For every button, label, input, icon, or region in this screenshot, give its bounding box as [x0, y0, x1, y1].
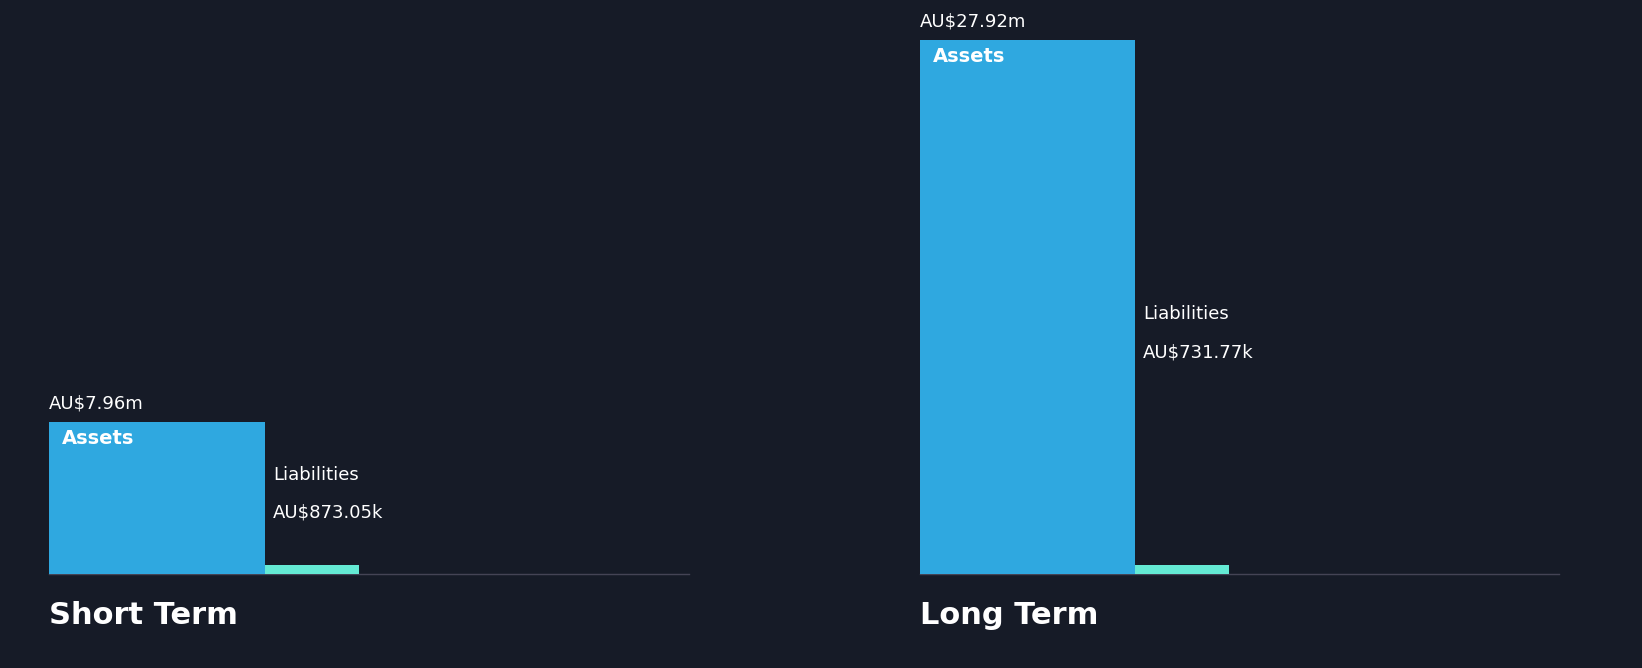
Text: AU$7.96m: AU$7.96m: [49, 394, 144, 412]
Text: Liabilities: Liabilities: [1143, 305, 1228, 323]
Text: Assets: Assets: [933, 47, 1005, 65]
Text: Short Term: Short Term: [49, 601, 238, 630]
Text: Liabilities: Liabilities: [273, 466, 358, 484]
Text: AU$731.77k: AU$731.77k: [1143, 343, 1254, 361]
FancyBboxPatch shape: [920, 40, 1135, 574]
Text: Assets: Assets: [62, 429, 135, 448]
FancyBboxPatch shape: [264, 565, 360, 574]
Text: AU$27.92m: AU$27.92m: [920, 12, 1026, 30]
FancyBboxPatch shape: [1135, 565, 1230, 574]
Text: AU$873.05k: AU$873.05k: [273, 504, 383, 522]
FancyBboxPatch shape: [49, 422, 264, 574]
Text: Long Term: Long Term: [920, 601, 1098, 630]
